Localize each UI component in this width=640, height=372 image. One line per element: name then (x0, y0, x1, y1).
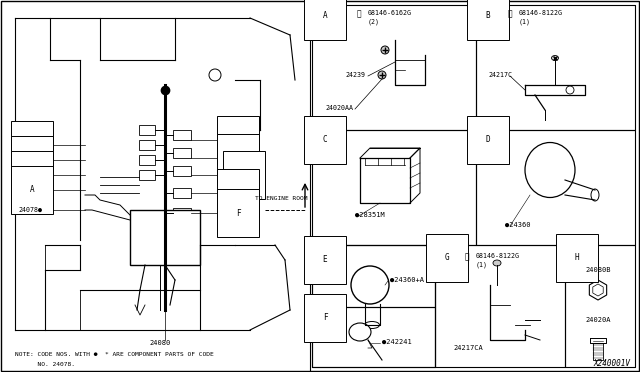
Text: 24217CA: 24217CA (453, 345, 483, 351)
Text: 24020AA: 24020AA (325, 105, 353, 111)
Text: ●24360+A: ●24360+A (390, 277, 424, 283)
Text: F: F (323, 314, 327, 323)
Ellipse shape (525, 142, 575, 198)
Text: 24217C: 24217C (488, 72, 512, 78)
Text: (2): (2) (368, 19, 380, 25)
Text: D: D (486, 135, 490, 144)
FancyBboxPatch shape (139, 170, 155, 180)
Text: 24239: 24239 (345, 72, 365, 78)
Text: 24080B: 24080B (585, 267, 611, 273)
Text: C: C (323, 135, 327, 144)
Text: E: E (29, 170, 35, 180)
Ellipse shape (381, 46, 389, 54)
Text: 24078●: 24078● (18, 207, 42, 213)
FancyBboxPatch shape (173, 130, 191, 140)
Text: A: A (323, 12, 327, 20)
FancyBboxPatch shape (139, 155, 155, 165)
Ellipse shape (365, 321, 380, 328)
Text: E: E (323, 256, 327, 264)
FancyBboxPatch shape (173, 148, 191, 158)
Text: ●28351M: ●28351M (355, 212, 385, 218)
FancyBboxPatch shape (173, 188, 191, 198)
Text: 08146-6162G: 08146-6162G (368, 10, 412, 16)
Text: (1): (1) (476, 262, 488, 268)
Text: 24020A: 24020A (585, 317, 611, 323)
FancyBboxPatch shape (173, 208, 191, 218)
Text: Ⓑ: Ⓑ (357, 10, 362, 19)
Text: NO. 24078.: NO. 24078. (15, 362, 75, 368)
Ellipse shape (351, 266, 389, 304)
Text: G: G (236, 135, 240, 144)
Ellipse shape (493, 260, 501, 266)
Text: B: B (486, 12, 490, 20)
Text: 24080: 24080 (149, 340, 171, 346)
Text: B: B (236, 154, 240, 163)
Ellipse shape (566, 86, 574, 94)
Text: G: G (445, 253, 449, 263)
Text: C: C (29, 155, 35, 164)
Text: A: A (29, 186, 35, 195)
Text: J: J (236, 189, 240, 198)
FancyBboxPatch shape (139, 125, 155, 135)
Text: NOTE: CODE NOS. WITH ●  * ARE COMPONENT PARTS OF CODE: NOTE: CODE NOS. WITH ● * ARE COMPONENT P… (15, 353, 214, 357)
Text: D: D (29, 141, 35, 150)
FancyBboxPatch shape (173, 166, 191, 176)
Text: ●242241: ●242241 (382, 339, 412, 345)
Text: 08146-8122G: 08146-8122G (476, 253, 520, 259)
Text: H: H (575, 253, 579, 263)
Text: Ⓑ: Ⓑ (465, 253, 470, 262)
Ellipse shape (349, 323, 371, 341)
Text: H: H (242, 170, 246, 180)
Ellipse shape (552, 55, 559, 61)
Ellipse shape (209, 69, 221, 81)
Text: (1): (1) (519, 19, 531, 25)
Ellipse shape (245, 180, 255, 190)
Ellipse shape (378, 71, 386, 79)
FancyBboxPatch shape (130, 210, 200, 265)
Text: 08146-8122G: 08146-8122G (519, 10, 563, 16)
Text: X240001V: X240001V (593, 359, 630, 368)
Ellipse shape (591, 189, 599, 201)
Text: ●24360: ●24360 (505, 222, 531, 228)
FancyBboxPatch shape (139, 140, 155, 150)
Text: F: F (236, 208, 240, 218)
Text: TO ENGINE ROOM: TO ENGINE ROOM (255, 196, 307, 201)
Text: Ⓑ: Ⓑ (508, 10, 513, 19)
